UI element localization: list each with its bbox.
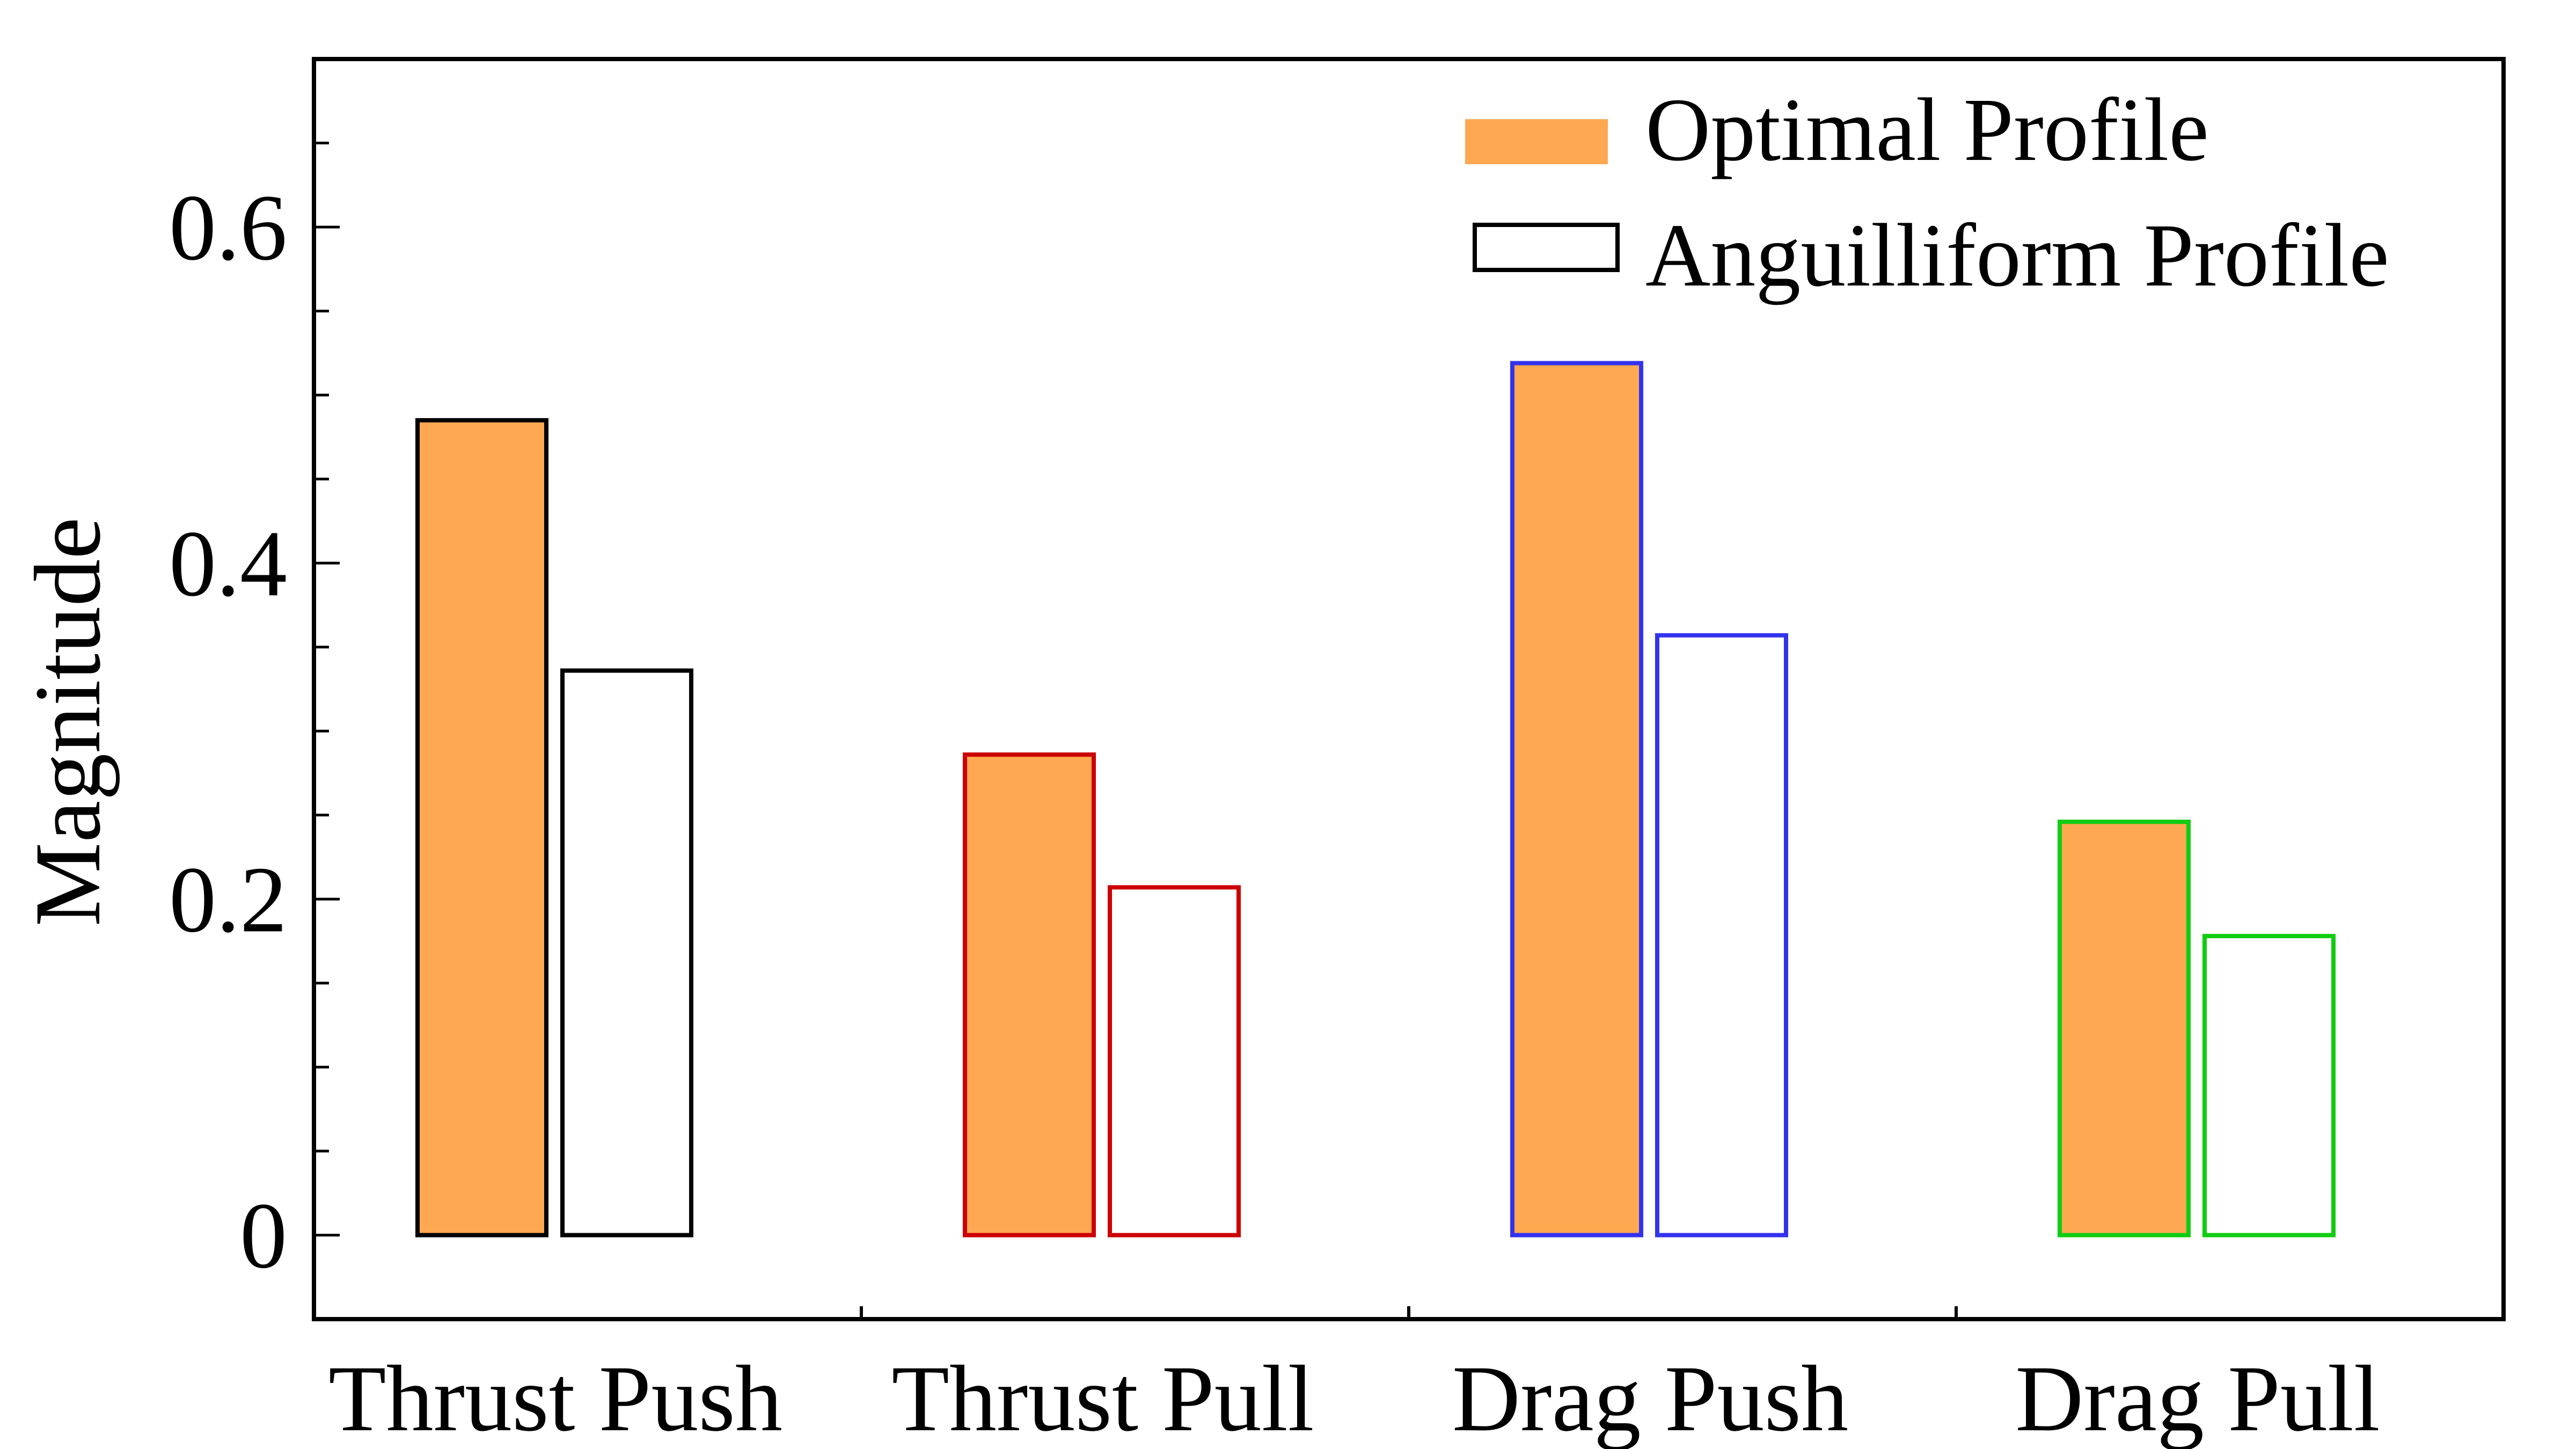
legend-swatch-anguilliform-profile [1473,223,1620,272]
bar-thrust-push-anguilliform-profile [560,668,693,1238]
y-axis-title: Magnitude [16,517,120,927]
bar-thrust-pull-anguilliform-profile [1108,885,1241,1238]
y-tick-label: 0 [240,1183,287,1288]
x-tick-label-drag-pull: Drag Pull [2015,1346,2380,1449]
legend-label-anguilliform-profile: Anguilliform Profile [1645,206,2389,305]
bar-thrust-push-optimal-profile [415,418,548,1238]
axes-layer: Thrust Push Thrust Pull Drag Push Drag Pull… [169,57,2506,1449]
bars-layer [415,361,2336,1238]
bar-drag-push-anguilliform-profile [1655,633,1788,1238]
legend-label-optimal-profile: Optimal Profile [1645,80,2209,180]
bar-drag-push-optimal-profile [1510,361,1643,1238]
y-tick-label: 0.6 [169,175,287,280]
plot-frame [312,57,2506,1321]
y-tick-label: 0.4 [169,511,287,616]
bar-drag-pull-anguilliform-profile [2202,934,2336,1238]
x-tick-label-thrust-push: Thrust Push [328,1346,782,1449]
x-tick-label-thrust-pull: Thrust Pull [891,1346,1314,1449]
legend: Optimal Profile Anguilliform Profile [1465,80,2389,305]
y-tick-label: 0.2 [169,847,287,952]
bar-thrust-pull-optimal-profile [963,752,1096,1238]
legend-swatch-optimal-profile [1465,119,1608,164]
bar-drag-pull-optimal-profile [2058,819,2191,1238]
x-tick-label-drag-push: Drag Push [1452,1346,1848,1449]
